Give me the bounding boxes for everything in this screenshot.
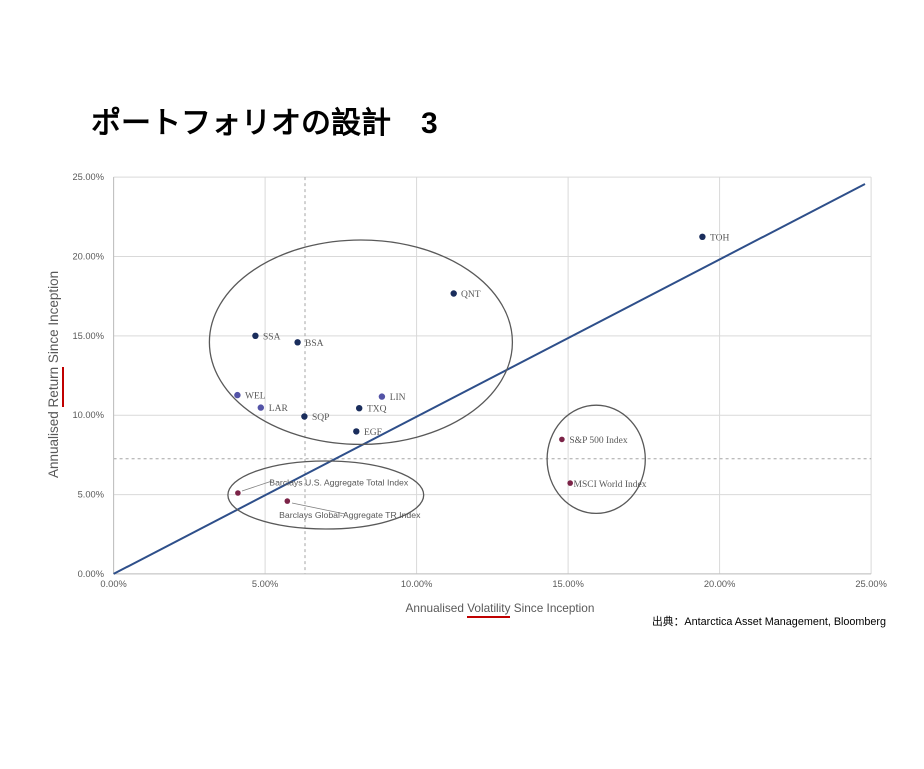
svg-text:10.00%: 10.00%	[401, 579, 433, 589]
svg-text:Barclays U.S. Aggregate Total: Barclays U.S. Aggregate Total Index	[269, 477, 409, 487]
svg-text:5.00%: 5.00%	[252, 579, 278, 589]
svg-text:LAR: LAR	[269, 404, 289, 414]
svg-text:25.00%: 25.00%	[855, 579, 887, 589]
svg-text:QNT: QNT	[461, 290, 481, 300]
svg-text:5.00%: 5.00%	[78, 490, 104, 500]
svg-text:15.00%: 15.00%	[552, 579, 584, 589]
svg-text:20.00%: 20.00%	[704, 579, 736, 589]
svg-text:Barclays Global-Aggregate TR I: Barclays Global-Aggregate TR Index	[279, 510, 421, 520]
svg-text:TOH: TOH	[710, 234, 729, 244]
svg-text:LIN: LIN	[390, 393, 406, 403]
svg-text:25.00%: 25.00%	[72, 172, 104, 182]
svg-text:SQP: SQP	[312, 413, 329, 423]
svg-text:MSCI World Index: MSCI World Index	[574, 480, 647, 490]
svg-text:20.00%: 20.00%	[72, 251, 104, 261]
svg-text:0.00%: 0.00%	[78, 569, 104, 579]
svg-text:S&P 500 Index: S&P 500 Index	[569, 436, 627, 446]
svg-text:BSA: BSA	[305, 339, 324, 349]
svg-text:0.00%: 0.00%	[100, 579, 126, 589]
svg-text:TXQ: TXQ	[367, 405, 387, 415]
svg-text:EGF: EGF	[364, 428, 382, 438]
svg-text:15.00%: 15.00%	[72, 331, 104, 341]
svg-text:10.00%: 10.00%	[72, 410, 104, 420]
svg-text:WEL: WEL	[245, 392, 266, 402]
svg-text:SSA: SSA	[263, 333, 281, 343]
